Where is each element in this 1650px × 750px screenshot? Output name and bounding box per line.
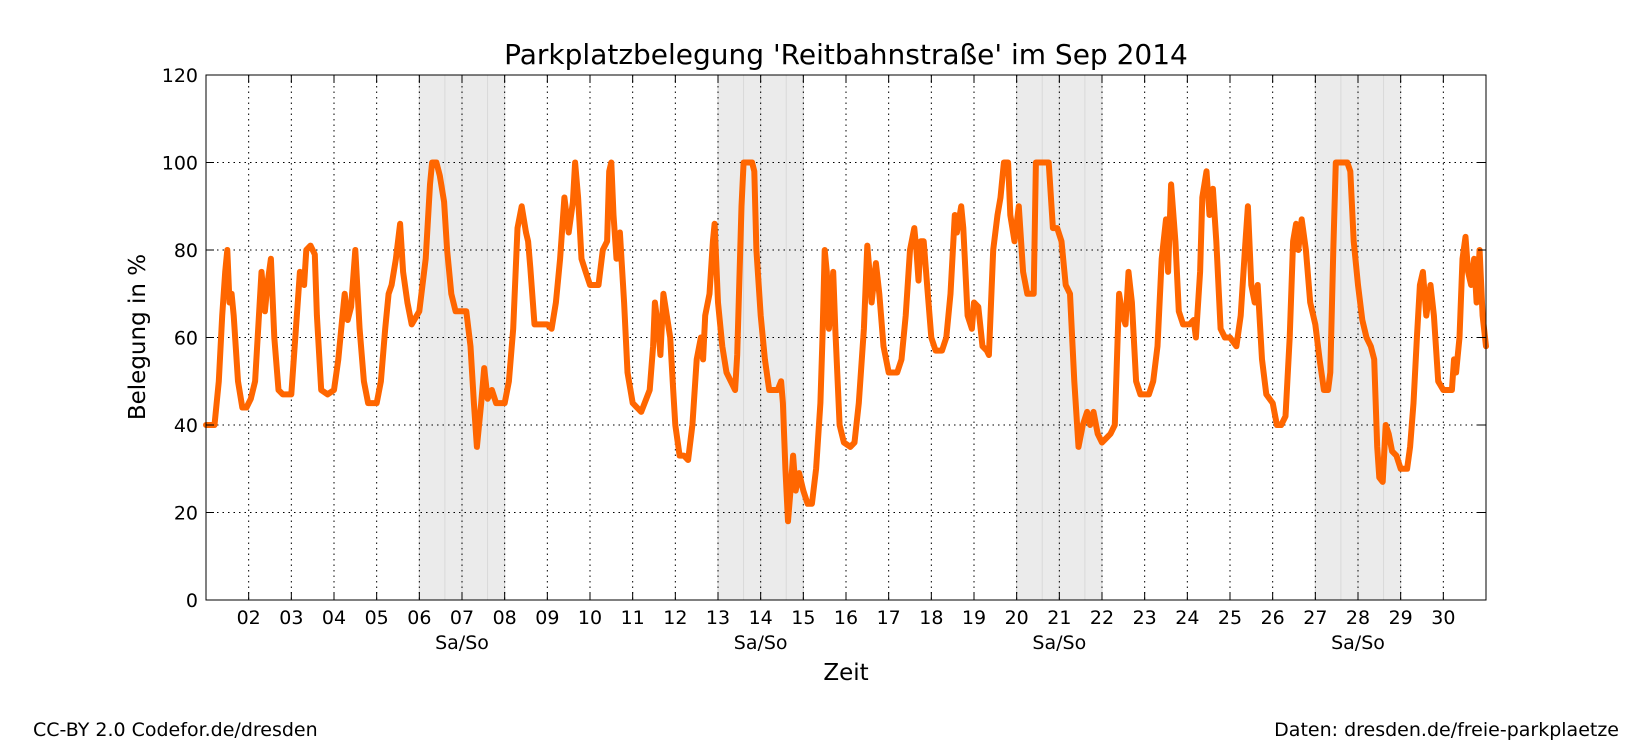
x-tick-label: 24 (1175, 607, 1199, 629)
y-tick-label: 100 (162, 153, 198, 175)
x-axis-label: Zeit (823, 660, 868, 686)
x-tick-label: 28 (1346, 607, 1370, 629)
axis-ticks (206, 74, 1486, 601)
data-source-footer: Daten: dresden.de/freie-parkplaetze (1274, 719, 1619, 741)
weekend-labels: Sa/So Sa/So Sa/So Sa/So (435, 632, 1385, 654)
y-tick-label: 20 (174, 503, 198, 525)
x-tick-label: 17 (877, 607, 901, 629)
x-tick-label: 23 (1133, 607, 1157, 629)
license-footer: CC-BY 2.0 Codefor.de/dresden (33, 719, 318, 741)
x-tick-label: 07 (450, 607, 474, 629)
x-tick-label: 05 (365, 607, 389, 629)
x-tick-label: 29 (1389, 607, 1413, 629)
x-tick-label: 21 (1047, 607, 1071, 629)
x-tick-labels: 02 03 04 05 06 07 08 09 10 11 12 13 14 15 16 17 18 19 20 21… (237, 607, 1456, 629)
weekend-label: Sa/So (1032, 632, 1086, 654)
weekend-label: Sa/So (435, 632, 489, 654)
x-tick-label: 13 (706, 607, 730, 629)
x-tick-label: 19 (962, 607, 986, 629)
x-tick-label: 02 (237, 607, 261, 629)
x-tick-label: 04 (322, 607, 346, 629)
x-tick-label: 22 (1090, 607, 1114, 629)
x-tick-label: 30 (1431, 607, 1455, 629)
x-tick-label: 14 (749, 607, 773, 629)
y-tick-label: 40 (174, 415, 198, 437)
x-tick-label: 11 (621, 607, 645, 629)
x-tick-label: 08 (493, 607, 517, 629)
weekend-label: Sa/So (1331, 632, 1385, 654)
x-tick-label: 25 (1218, 607, 1242, 629)
x-tick-label: 09 (535, 607, 559, 629)
x-tick-label: 10 (578, 607, 602, 629)
x-tick-label: 03 (279, 607, 303, 629)
series-line-layer (203, 159, 1489, 525)
series-line (203, 159, 1489, 525)
y-tick-label: 0 (186, 590, 198, 612)
x-tick-label: 20 (1005, 607, 1029, 629)
chart-title: Parkplatzbelegung 'Reitbahnstraße' im Se… (504, 38, 1188, 71)
x-tick-label: 16 (834, 607, 858, 629)
x-tick-label: 26 (1261, 607, 1285, 629)
weekend-label: Sa/So (734, 632, 788, 654)
x-tick-label: 06 (407, 607, 431, 629)
y-axis-label: Belegung in % (125, 254, 151, 420)
x-tick-label: 27 (1303, 607, 1327, 629)
y-tick-label: 120 (162, 65, 198, 87)
x-tick-label: 15 (791, 607, 815, 629)
x-tick-label: 12 (663, 607, 687, 629)
x-tick-label: 18 (919, 607, 943, 629)
y-tick-label: 60 (174, 328, 198, 350)
y-tick-labels: 0 20 40 60 80 100 120 (162, 65, 198, 612)
y-tick-label: 80 (174, 240, 198, 262)
gridlines (206, 75, 1486, 600)
